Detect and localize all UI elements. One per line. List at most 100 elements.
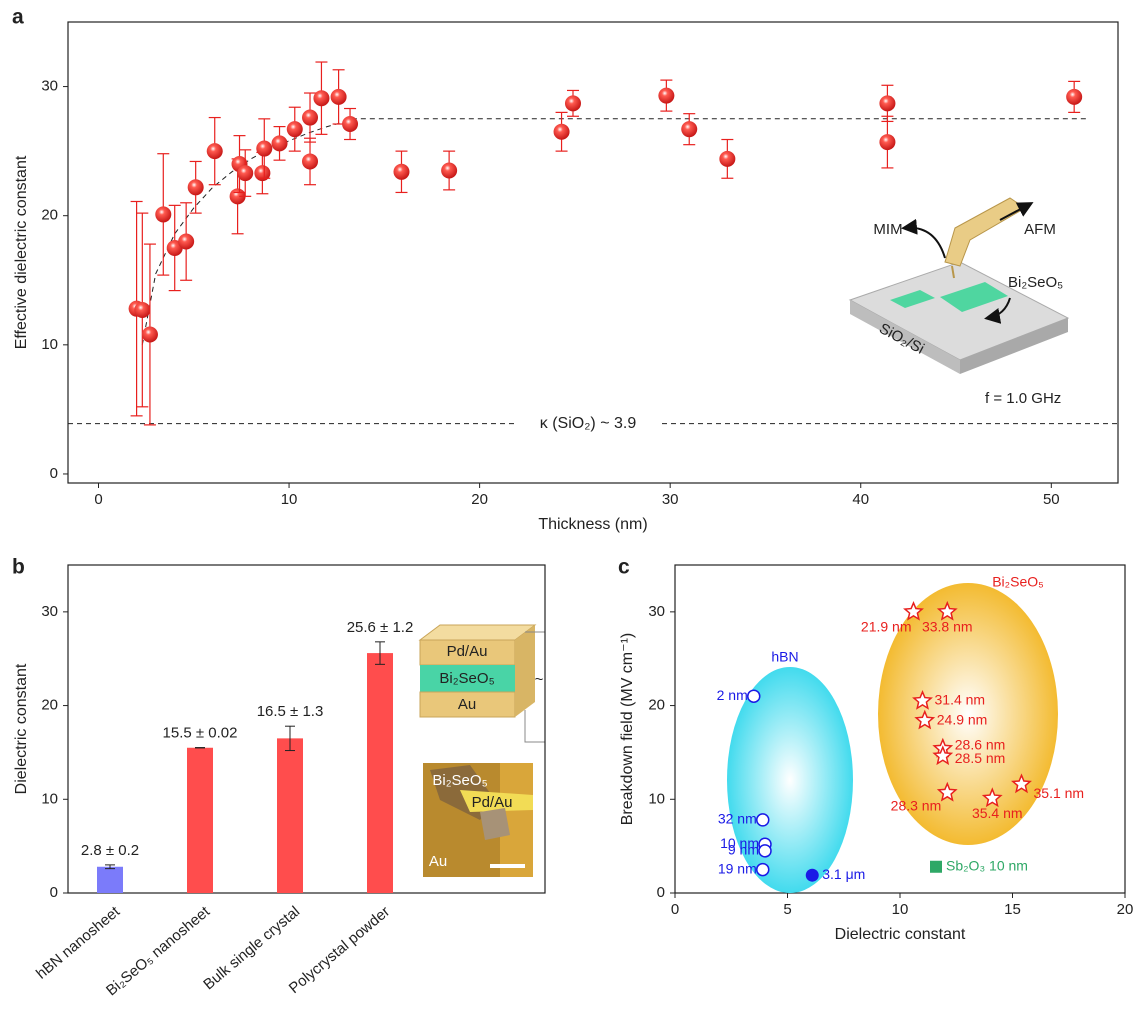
point — [393, 164, 409, 180]
point-label: 24.9 nm — [937, 711, 988, 727]
reference-label: κ (SiO₂) ~ 3.9 — [540, 415, 637, 432]
point — [441, 163, 457, 179]
inset-label: Au — [458, 696, 476, 713]
bar — [277, 738, 303, 893]
point-label: 35.4 nm — [972, 805, 1023, 821]
point — [757, 814, 769, 826]
point — [302, 110, 318, 126]
y-tick-label: 20 — [648, 697, 665, 714]
point-label: 33.8 nm — [922, 619, 973, 635]
point — [930, 861, 942, 873]
y-tick-label: 10 — [41, 790, 58, 807]
panel-label: a — [12, 6, 24, 29]
y-tick-label: 10 — [648, 790, 665, 807]
inset-label: Bi₂SeO₅ — [432, 772, 487, 789]
y-tick-label: 0 — [657, 884, 665, 901]
inset-label: Pd/Au — [472, 794, 513, 811]
value-label: 15.5 ± 0.02 — [163, 725, 238, 742]
point-label: 32 nm — [718, 811, 757, 827]
y-tick-label: 10 — [41, 336, 58, 353]
series-label: hBN — [771, 649, 798, 665]
inset-label: MIM — [873, 221, 902, 238]
image-inset: Bi₂SeO₅ Pd/Au Au — [423, 763, 533, 877]
x-tick-label: hBN nanosheet — [33, 903, 124, 983]
x-axis-label: Dielectric constant — [835, 926, 966, 943]
point — [188, 179, 204, 195]
y-tick-label: 20 — [41, 697, 58, 714]
x-tick-label: 5 — [783, 901, 791, 918]
point — [178, 234, 194, 250]
y-tick-label: 0 — [50, 884, 58, 901]
point — [565, 95, 581, 111]
figure: MIM AFM Bi₂SeO₅ SiO₂/Si f = 1.0 GHz Pd/A… — [0, 0, 1135, 1019]
point — [879, 95, 895, 111]
point — [1066, 89, 1082, 105]
point — [681, 121, 697, 137]
series-label: Bi₂SeO₅ — [992, 574, 1044, 590]
x-tick-label: 0 — [671, 901, 679, 918]
point — [719, 151, 735, 167]
point-label: 21.9 nm — [861, 619, 912, 635]
point — [806, 869, 819, 882]
inset-label: ~ — [535, 671, 544, 688]
panel-label: c — [618, 556, 630, 579]
point — [237, 165, 253, 181]
point-label: 3.1 μm — [822, 866, 865, 882]
point — [759, 845, 771, 857]
point — [748, 690, 760, 702]
point-label: 9 nm — [728, 842, 759, 858]
x-tick-label: 20 — [471, 491, 488, 508]
point — [757, 864, 769, 876]
x-tick-label: 10 — [281, 491, 298, 508]
y-axis-label: Breakdown field (MV cm⁻¹) — [619, 633, 636, 826]
inset-label: AFM — [1024, 221, 1056, 238]
value-label: 16.5 ± 1.3 — [257, 703, 324, 720]
bar — [97, 867, 123, 893]
inset-label: Pd/Au — [447, 643, 488, 660]
y-tick-label: 0 — [50, 465, 58, 482]
y-tick-label: 30 — [41, 603, 58, 620]
inset-label: Bi₂SeO₅ — [439, 670, 494, 687]
point — [554, 124, 570, 140]
y-axis-label: Effective dielectric constant — [13, 155, 30, 349]
point-label: 35.1 nm — [1034, 785, 1085, 801]
point — [155, 206, 171, 222]
x-tick-label: Bulk single crystal — [200, 903, 303, 993]
point — [142, 326, 158, 342]
x-tick-label: 40 — [852, 491, 869, 508]
x-tick-label: 15 — [1004, 901, 1021, 918]
point — [658, 88, 674, 104]
inset-label: Bi₂SeO₅ — [1008, 274, 1063, 291]
bar — [367, 653, 393, 893]
x-tick-label: Polycrystal powder — [286, 903, 393, 997]
x-tick-label: 0 — [94, 491, 102, 508]
point-label: 19 nm — [718, 860, 757, 876]
point — [302, 153, 318, 169]
point — [272, 135, 288, 151]
bar — [187, 748, 213, 893]
point — [207, 143, 223, 159]
device-inset: Pd/Au Bi₂SeO₅ Au ~ — [420, 625, 545, 742]
panel-label: b — [12, 556, 25, 579]
point-label: 31.4 nm — [935, 692, 986, 708]
value-label: 2.8 ± 0.2 — [81, 842, 139, 859]
x-tick-label: 30 — [662, 491, 679, 508]
inset-label: f = 1.0 GHz — [985, 390, 1061, 407]
y-axis-label: Dielectric constant — [13, 663, 30, 794]
point — [342, 116, 358, 132]
point — [331, 89, 347, 105]
value-label: 25.6 ± 1.2 — [347, 619, 414, 636]
point-label: 2 nm — [717, 687, 748, 703]
inset-schematic: MIM AFM Bi₂SeO₅ SiO₂/Si f = 1.0 GHz — [850, 198, 1068, 407]
point — [287, 121, 303, 137]
point — [256, 141, 272, 157]
inset-label: Au — [429, 853, 447, 870]
point — [313, 90, 329, 106]
x-tick-label: 10 — [892, 901, 909, 918]
point — [879, 134, 895, 150]
x-tick-label: 20 — [1117, 901, 1134, 918]
point-label: Sb₂O₃ 10 nm — [946, 857, 1028, 873]
x-tick-label: 50 — [1043, 491, 1060, 508]
point-label: 28.5 nm — [955, 750, 1006, 766]
y-tick-label: 30 — [648, 603, 665, 620]
